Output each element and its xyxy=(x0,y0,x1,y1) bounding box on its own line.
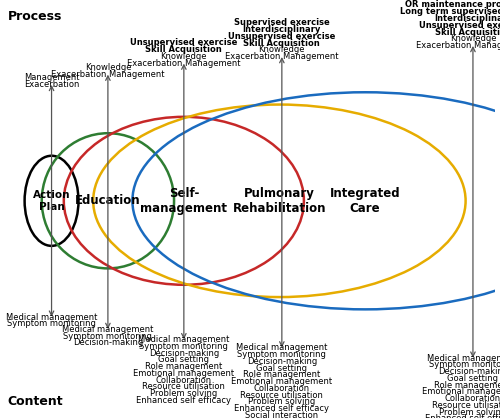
Text: Decision-making: Decision-making xyxy=(73,339,143,347)
Text: Collaboration: Collaboration xyxy=(445,394,500,403)
Text: Skill Acquisition: Skill Acquisition xyxy=(146,45,222,54)
Text: Knowledge: Knowledge xyxy=(450,34,496,43)
Text: Decision-making: Decision-making xyxy=(148,349,219,358)
Text: Skill Acquisition: Skill Acquisition xyxy=(434,28,500,36)
Text: Education: Education xyxy=(75,194,140,207)
Text: Role management: Role management xyxy=(434,381,500,390)
Text: Knowledge: Knowledge xyxy=(258,45,305,54)
Text: Role management: Role management xyxy=(145,362,222,371)
Text: Symptom monitoring: Symptom monitoring xyxy=(238,350,326,359)
Text: Enhanced self efficacy: Enhanced self efficacy xyxy=(136,396,232,405)
Text: Symptom monitoring: Symptom monitoring xyxy=(140,342,228,351)
Text: Skill Acquisition: Skill Acquisition xyxy=(244,38,320,48)
Text: Collaboration: Collaboration xyxy=(156,376,212,385)
Text: Medical management: Medical management xyxy=(428,354,500,362)
Text: Supervised exercise: Supervised exercise xyxy=(234,18,330,27)
Text: Problem solving: Problem solving xyxy=(150,389,218,398)
Text: Decision-making: Decision-making xyxy=(438,367,500,376)
Text: Long term supervised exercise: Long term supervised exercise xyxy=(400,7,500,16)
Text: OR maintenance programme: OR maintenance programme xyxy=(405,0,500,10)
Text: Exacerbation Management: Exacerbation Management xyxy=(416,41,500,50)
Text: Symptom monitoring: Symptom monitoring xyxy=(64,332,152,341)
Text: Medical management: Medical management xyxy=(236,343,328,352)
Text: Role management: Role management xyxy=(243,370,320,380)
Text: Enhanced self efficacy: Enhanced self efficacy xyxy=(234,404,330,413)
Text: Symptom monitoring: Symptom monitoring xyxy=(7,319,96,329)
Text: Action
Plan: Action Plan xyxy=(33,190,70,212)
Text: Exacerbation Management: Exacerbation Management xyxy=(127,59,240,68)
Text: Integrated
Care: Integrated Care xyxy=(330,187,400,215)
Text: Resource utilisation: Resource utilisation xyxy=(142,382,226,392)
Text: Interdisciplinary: Interdisciplinary xyxy=(242,25,321,34)
Text: Management: Management xyxy=(24,73,80,82)
Text: Exacerbation: Exacerbation xyxy=(24,80,79,89)
Text: Exacerbation Management: Exacerbation Management xyxy=(225,52,338,61)
Text: Unsupervised exercise: Unsupervised exercise xyxy=(228,32,336,41)
Text: Resource utilisation: Resource utilisation xyxy=(432,401,500,410)
Text: Unsupervised exercise: Unsupervised exercise xyxy=(130,38,238,47)
Text: Unsupervised exercise: Unsupervised exercise xyxy=(420,21,500,30)
Text: Problem solving: Problem solving xyxy=(440,408,500,417)
Text: Pulmonary
Rehabilitation: Pulmonary Rehabilitation xyxy=(232,187,326,215)
Text: Interdisciplinary: Interdisciplinary xyxy=(434,14,500,23)
Text: Symptom monitoring: Symptom monitoring xyxy=(428,360,500,370)
Text: Resource utilisation: Resource utilisation xyxy=(240,391,324,400)
Text: Collaboration: Collaboration xyxy=(254,384,310,393)
Text: Goal setting: Goal setting xyxy=(158,355,210,364)
Text: Emotional management: Emotional management xyxy=(422,387,500,396)
Text: Knowledge: Knowledge xyxy=(84,63,131,72)
Text: Enhanced self efficacy: Enhanced self efficacy xyxy=(426,414,500,418)
Text: Emotional management: Emotional management xyxy=(232,377,332,386)
Text: Decision-making: Decision-making xyxy=(246,357,317,366)
Text: Self-
management: Self- management xyxy=(140,187,228,215)
Text: Medical management: Medical management xyxy=(138,335,230,344)
Text: Exacerbation Management: Exacerbation Management xyxy=(51,70,164,79)
Text: Medical management: Medical management xyxy=(62,325,154,334)
Text: Social interaction: Social interaction xyxy=(246,411,318,418)
Text: Problem solving: Problem solving xyxy=(248,398,316,406)
Text: Medical management: Medical management xyxy=(6,313,97,322)
Text: Emotional management: Emotional management xyxy=(134,369,234,378)
Text: Content: Content xyxy=(8,395,63,408)
Text: Goal setting: Goal setting xyxy=(256,364,308,373)
Text: Goal setting: Goal setting xyxy=(448,374,498,383)
Text: Process: Process xyxy=(8,10,62,23)
Text: Knowledge: Knowledge xyxy=(160,52,207,61)
